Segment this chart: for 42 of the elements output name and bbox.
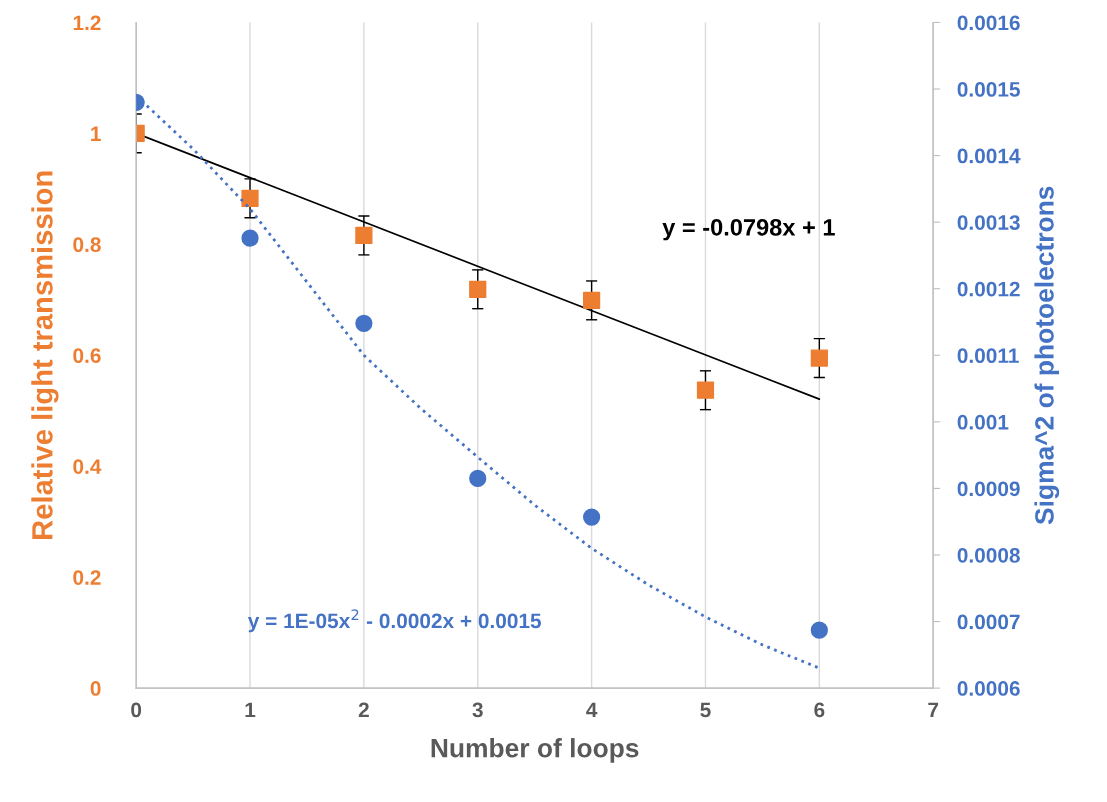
point — [810, 621, 828, 639]
y2-tick-label: 0.0011 — [957, 348, 1019, 364]
y2-tick-label: 0.0006 — [957, 681, 1020, 696]
y-tick-label: 0 — [90, 681, 101, 696]
y2-tick-label: 0.001 — [957, 414, 1009, 430]
y-axis-title: Relative light transmission — [31, 171, 59, 539]
y2-tick-label: 0.0012 — [957, 281, 1020, 297]
y2-tick-label: 0.0015 — [957, 82, 1020, 97]
y2-tick-label: 0.0008 — [957, 547, 1020, 563]
point — [355, 314, 373, 332]
y2-tick-label: 0.0014 — [957, 148, 1021, 164]
y-tick-label: 0.2 — [73, 570, 101, 585]
x-tick-label: 7 — [928, 702, 939, 718]
x-tick-label: 0 — [131, 702, 142, 718]
x-tick-label: 1 — [245, 702, 256, 718]
point — [241, 189, 259, 207]
x-tick-label: 4 — [586, 702, 598, 718]
point — [582, 508, 601, 526]
point — [469, 469, 487, 488]
y2-tick-label: 0.0007 — [957, 614, 1020, 630]
x-axis-title: Number of loops — [431, 738, 639, 763]
y2-tick-label: 0.0016 — [957, 15, 1020, 31]
y-tick-label: 0.6 — [73, 348, 101, 364]
point — [355, 226, 373, 245]
y-tick-label: 0.8 — [73, 237, 101, 253]
x-tick-label: 3 — [472, 702, 483, 718]
y-tick-label: 0.4 — [73, 459, 102, 474]
y2-tick-label: 0.0013 — [957, 215, 1020, 230]
y-tick-label: 1.2 — [73, 15, 101, 30]
point — [469, 280, 487, 298]
y-tick-label: 1 — [91, 126, 101, 141]
point — [582, 291, 601, 309]
point — [241, 229, 259, 247]
x-tick-label: 5 — [700, 702, 711, 718]
x-tick-label: 2 — [358, 702, 369, 718]
text: y = 1E-05x$^{2}$ - 0.0002x + 0.0015 — [247, 609, 542, 633]
y2-axis-title: Sigma^2 of photoelectrons — [1034, 186, 1060, 525]
point — [810, 349, 828, 367]
x-tick-label: 6 — [814, 702, 825, 718]
text: y = -0.0798x + 1 — [662, 218, 835, 241]
point — [696, 381, 715, 399]
y2-tick-label: 0.0009 — [957, 481, 1020, 497]
